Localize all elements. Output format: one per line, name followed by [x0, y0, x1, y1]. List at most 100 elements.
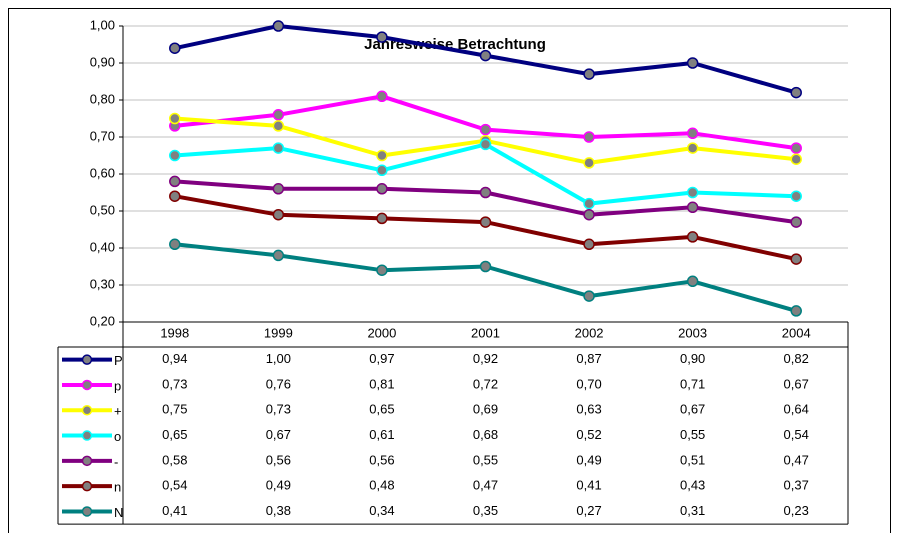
y-tick-label: 0,60 [90, 165, 115, 180]
x-tick-label: 1999 [264, 325, 293, 340]
table-cell: 0,49 [576, 452, 601, 467]
marker [583, 131, 595, 143]
legend-key-marker [81, 354, 93, 365]
table-cell: 0,64 [784, 402, 809, 417]
table-cell: 0,67 [784, 376, 809, 391]
table-cell: 0,73 [162, 376, 187, 391]
marker [583, 290, 595, 302]
x-tick-label: 1998 [160, 325, 189, 340]
legend-label: + [114, 404, 122, 419]
table-cell: 0,23 [784, 503, 809, 518]
table-cell: 0,72 [473, 376, 498, 391]
table-cell: 0,87 [576, 351, 601, 366]
marker [479, 260, 492, 273]
marker [272, 249, 285, 262]
marker [790, 253, 802, 265]
table-cell: 0,75 [162, 402, 187, 417]
table-cell: 0,55 [473, 452, 498, 467]
marker [790, 142, 802, 154]
table-cell: 0,37 [784, 478, 809, 493]
marker [479, 138, 492, 151]
legend-label: P [114, 353, 123, 368]
marker [376, 31, 388, 43]
marker [169, 175, 181, 188]
marker [686, 201, 699, 214]
legend-key-marker [81, 455, 93, 467]
table-cell: 0,52 [576, 427, 601, 442]
marker [583, 157, 595, 169]
table-cell: 0,41 [162, 503, 187, 518]
table-cell: 0,56 [266, 452, 291, 467]
table-cell: 0,71 [680, 376, 705, 391]
marker [272, 20, 285, 32]
table-cell: 0,58 [162, 452, 187, 467]
marker [169, 190, 181, 202]
table-cell: 0,47 [473, 478, 498, 493]
marker [169, 149, 181, 162]
marker [686, 231, 699, 243]
legend-key-marker [81, 430, 93, 441]
table-cell: 0,48 [369, 478, 394, 493]
marker [169, 112, 181, 125]
table-cell: 0,69 [473, 402, 498, 417]
table-cell: 0,65 [162, 427, 187, 442]
table-cell: 0,63 [576, 402, 601, 417]
table-cell: 0,82 [784, 351, 809, 366]
chart-frame [8, 8, 891, 533]
table-cell: 0,55 [680, 427, 705, 442]
marker [272, 142, 285, 154]
legend-label: n [114, 480, 121, 495]
table-cell: 0,94 [162, 351, 187, 366]
marker [583, 238, 595, 251]
x-tick-label: 2000 [367, 325, 396, 340]
table-cell: 0,90 [680, 351, 705, 366]
table-cell: 0,56 [369, 452, 394, 467]
table-cell: 0,49 [266, 478, 291, 493]
x-tick-label: 2001 [471, 325, 500, 340]
table-cell: 0,76 [266, 376, 291, 391]
marker [686, 275, 699, 288]
x-tick-label: 2003 [678, 325, 707, 340]
table-cell: 0,34 [369, 503, 394, 518]
marker [790, 216, 802, 228]
table-cell: 1,00 [266, 351, 291, 366]
marker [686, 186, 699, 199]
marker [376, 149, 388, 162]
table-cell: 0,54 [784, 427, 809, 442]
marker [583, 208, 595, 221]
legend-key-marker [81, 480, 93, 492]
table-cell: 0,47 [784, 452, 809, 467]
marker [376, 164, 388, 177]
marker [479, 49, 492, 62]
table-cell: 0,97 [369, 351, 394, 366]
marker [479, 123, 492, 136]
marker [376, 264, 388, 276]
table-cell: 0,92 [473, 351, 498, 366]
marker [479, 186, 492, 199]
table-cell: 0,27 [576, 503, 601, 518]
marker [376, 183, 388, 195]
marker [272, 120, 285, 132]
marker [790, 190, 802, 202]
legend-key-marker [81, 506, 93, 517]
table-cell: 0,81 [369, 376, 394, 391]
y-tick-label: 0,80 [90, 91, 115, 106]
marker [272, 183, 285, 195]
table-cell: 0,43 [680, 478, 705, 493]
table-cell: 0,51 [680, 452, 705, 467]
marker [790, 153, 802, 165]
legend-label: o [114, 429, 121, 444]
y-tick-label: 1,00 [90, 17, 115, 32]
y-tick-label: 0,40 [90, 239, 115, 254]
table-cell: 0,38 [266, 503, 291, 518]
table-cell: 0,41 [576, 478, 601, 493]
table-cell: 0,61 [369, 427, 394, 442]
marker [272, 109, 285, 121]
y-tick-label: 0,90 [90, 54, 115, 69]
marker [686, 57, 699, 69]
x-tick-label: 2004 [782, 325, 811, 340]
y-tick-label: 0,50 [90, 202, 115, 217]
marker [169, 238, 181, 251]
marker [686, 127, 699, 140]
